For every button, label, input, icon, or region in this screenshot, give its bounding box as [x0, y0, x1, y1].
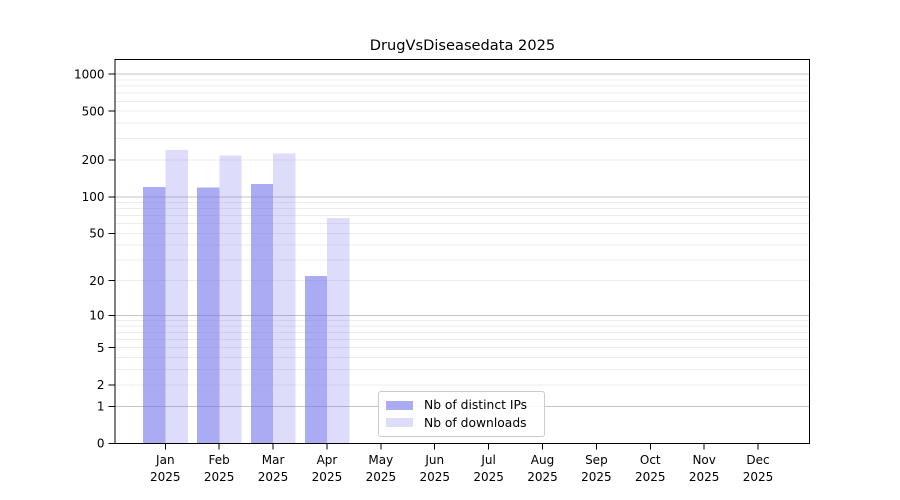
x-tick-label-year: 2025	[312, 470, 343, 484]
x-tick-label-year: 2025	[366, 470, 397, 484]
x-tick-label-month: Mar	[262, 453, 285, 467]
x-tick-label-year: 2025	[150, 470, 181, 484]
y-tick-label: 0	[97, 437, 105, 451]
x-tick-label-year: 2025	[689, 470, 720, 484]
x-tick-label-year: 2025	[204, 470, 235, 484]
legend-swatch	[386, 417, 413, 428]
y-tick-label: 100	[82, 190, 105, 204]
x-tick-label-month: Jun	[424, 453, 444, 467]
x-tick-label-month: Nov	[692, 453, 715, 467]
x-tick-label-month: Jul	[480, 453, 495, 467]
legend-item: Nb of distinct IPs	[386, 399, 537, 411]
chart-title: DrugVsDiseasedata 2025	[369, 37, 556, 54]
y-tick-label: 1000	[74, 67, 105, 81]
y-tick-label: 10	[89, 309, 104, 323]
legend: Nb of distinct IPs Nb of downloads	[378, 391, 545, 437]
x-tick-label-year: 2025	[743, 470, 774, 484]
bar-apr-downloads	[327, 217, 350, 444]
bar-mar-distinct-ips	[250, 184, 274, 444]
x-tick-label-month: Sep	[585, 453, 608, 467]
x-tick-label-month: Oct	[640, 453, 661, 467]
bar-jan-downloads	[165, 149, 188, 444]
x-tick-label-year: 2025	[581, 470, 612, 484]
x-tick-label-year: 2025	[635, 470, 666, 484]
y-tick-label: 20	[89, 274, 104, 288]
legend-swatch	[386, 400, 413, 411]
bar-mar-downloads	[273, 153, 296, 444]
x-tick-label-month: Dec	[746, 453, 769, 467]
legend-label: Nb of downloads	[424, 415, 527, 430]
bar-jan-distinct-ips	[143, 187, 166, 444]
y-tick-label: 2	[97, 378, 105, 392]
x-tick-label-month: May	[368, 453, 393, 467]
x-tick-label-month: Aug	[531, 453, 554, 467]
bar-apr-distinct-ips	[304, 275, 328, 444]
plot-border	[114, 59, 810, 444]
bar-feb-downloads	[219, 155, 242, 444]
legend-label: Nb of distinct IPs	[424, 398, 528, 413]
x-tick-label-month: Jan	[155, 453, 175, 467]
y-tick-label: 1	[97, 400, 105, 414]
x-tick-label-month: Apr	[317, 453, 338, 467]
y-tick-label: 200	[82, 153, 105, 167]
y-tick-label: 50	[89, 226, 104, 240]
x-tick-label-year: 2025	[527, 470, 558, 484]
legend-item: Nb of downloads	[386, 415, 537, 430]
x-tick-label-month: Feb	[209, 453, 230, 467]
x-tick-label-year: 2025	[473, 470, 504, 484]
y-tick-label: 5	[97, 341, 105, 355]
x-tick-label-year: 2025	[258, 470, 289, 484]
y-tick-label: 500	[82, 104, 105, 118]
bar-feb-distinct-ips	[197, 187, 220, 444]
x-tick-label-year: 2025	[419, 470, 450, 484]
